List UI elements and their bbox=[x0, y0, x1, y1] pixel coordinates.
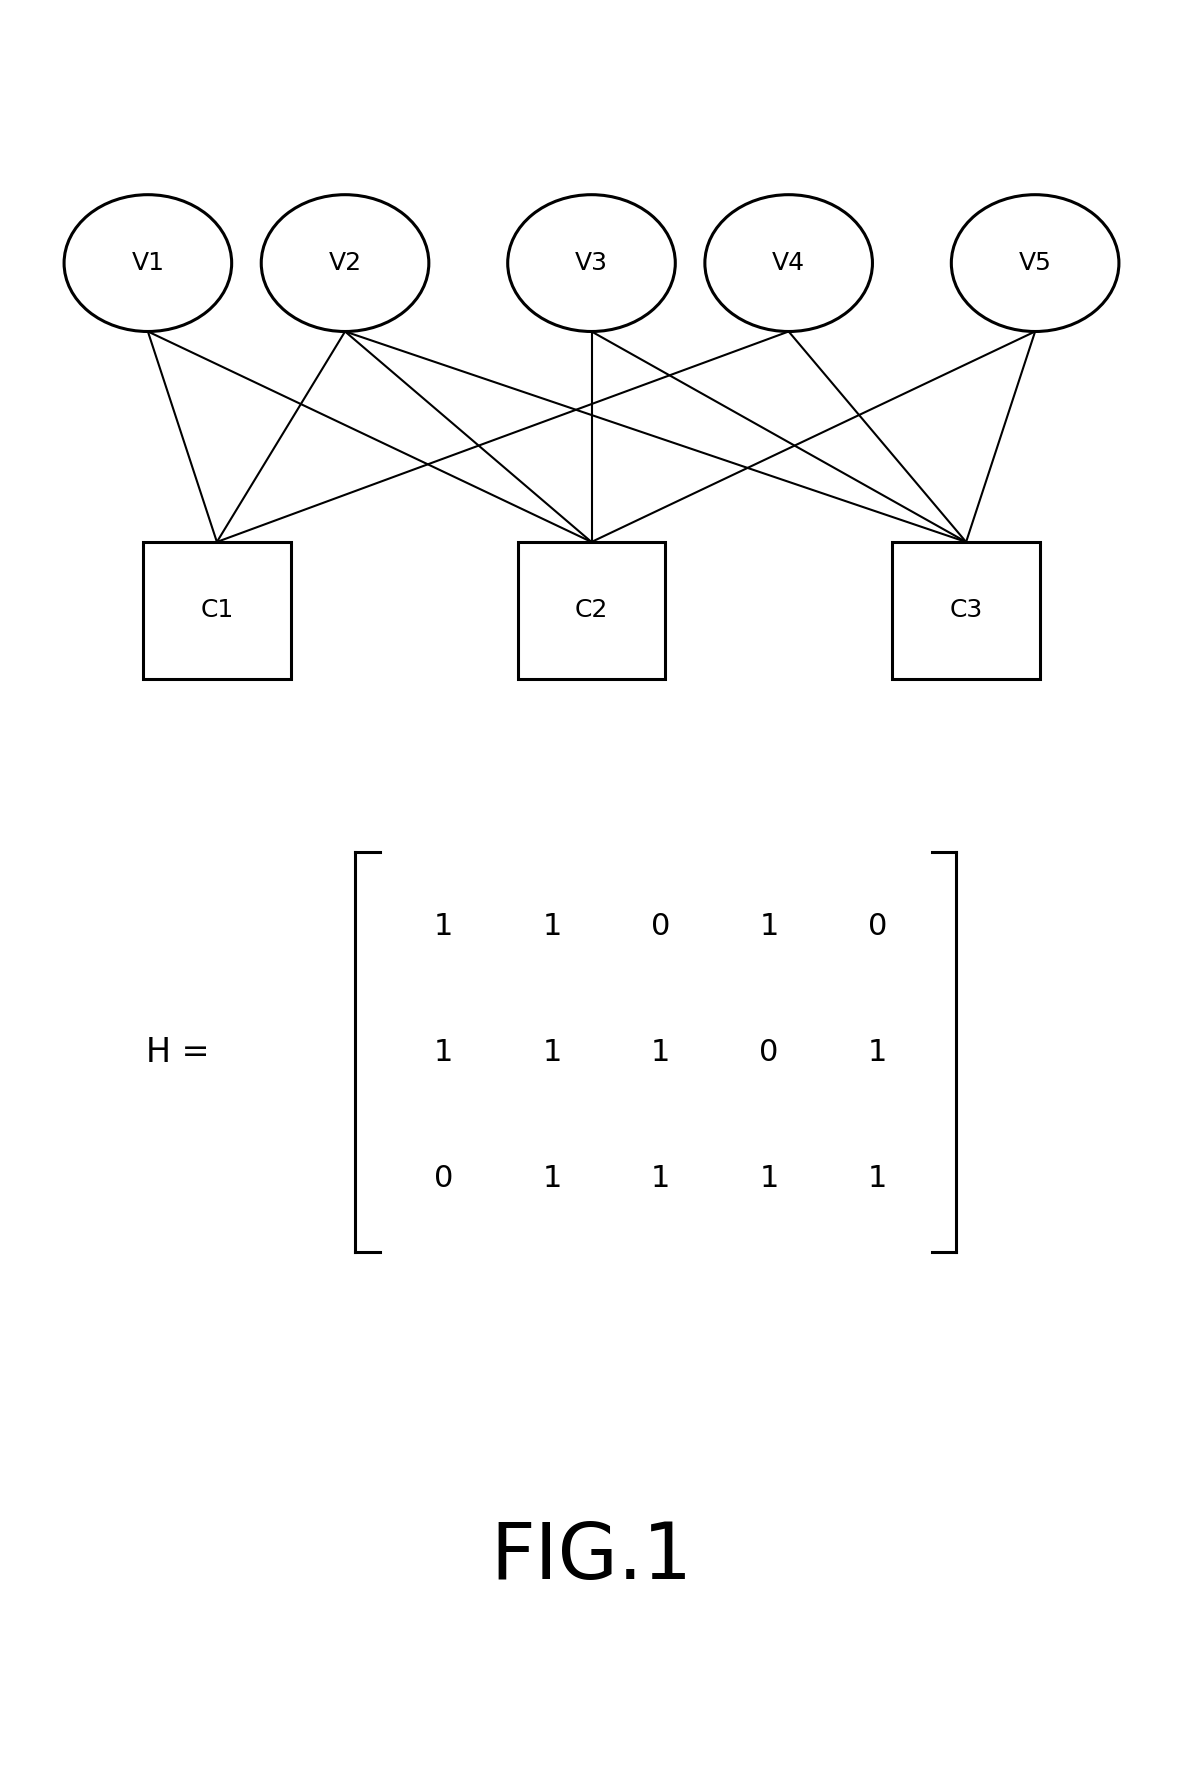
Text: V1: V1 bbox=[131, 250, 164, 276]
Text: 1: 1 bbox=[759, 1165, 778, 1193]
Text: 0: 0 bbox=[867, 912, 887, 941]
Text: 1: 1 bbox=[542, 912, 562, 941]
Text: V3: V3 bbox=[575, 250, 608, 276]
Ellipse shape bbox=[508, 195, 675, 331]
Text: 1: 1 bbox=[542, 1038, 562, 1066]
Text: 0: 0 bbox=[759, 1038, 778, 1066]
Ellipse shape bbox=[705, 195, 872, 331]
Text: 0: 0 bbox=[434, 1165, 453, 1193]
Text: C3: C3 bbox=[950, 598, 983, 623]
Ellipse shape bbox=[951, 195, 1119, 331]
FancyBboxPatch shape bbox=[518, 542, 665, 678]
Text: 1: 1 bbox=[434, 1038, 453, 1066]
Text: C1: C1 bbox=[200, 598, 233, 623]
Text: 0: 0 bbox=[651, 912, 671, 941]
Ellipse shape bbox=[64, 195, 232, 331]
FancyBboxPatch shape bbox=[892, 542, 1040, 678]
Text: H =: H = bbox=[146, 1036, 209, 1068]
Text: 1: 1 bbox=[651, 1165, 671, 1193]
Text: C2: C2 bbox=[575, 598, 608, 623]
Text: V5: V5 bbox=[1019, 250, 1052, 276]
FancyBboxPatch shape bbox=[143, 542, 291, 678]
Text: 1: 1 bbox=[542, 1165, 562, 1193]
Text: V4: V4 bbox=[772, 250, 806, 276]
Text: V2: V2 bbox=[329, 250, 362, 276]
Text: 1: 1 bbox=[434, 912, 453, 941]
Text: 1: 1 bbox=[759, 912, 778, 941]
Text: 1: 1 bbox=[867, 1165, 887, 1193]
Text: FIG.1: FIG.1 bbox=[491, 1519, 692, 1596]
Text: 1: 1 bbox=[867, 1038, 887, 1066]
Text: 1: 1 bbox=[651, 1038, 671, 1066]
Ellipse shape bbox=[261, 195, 428, 331]
